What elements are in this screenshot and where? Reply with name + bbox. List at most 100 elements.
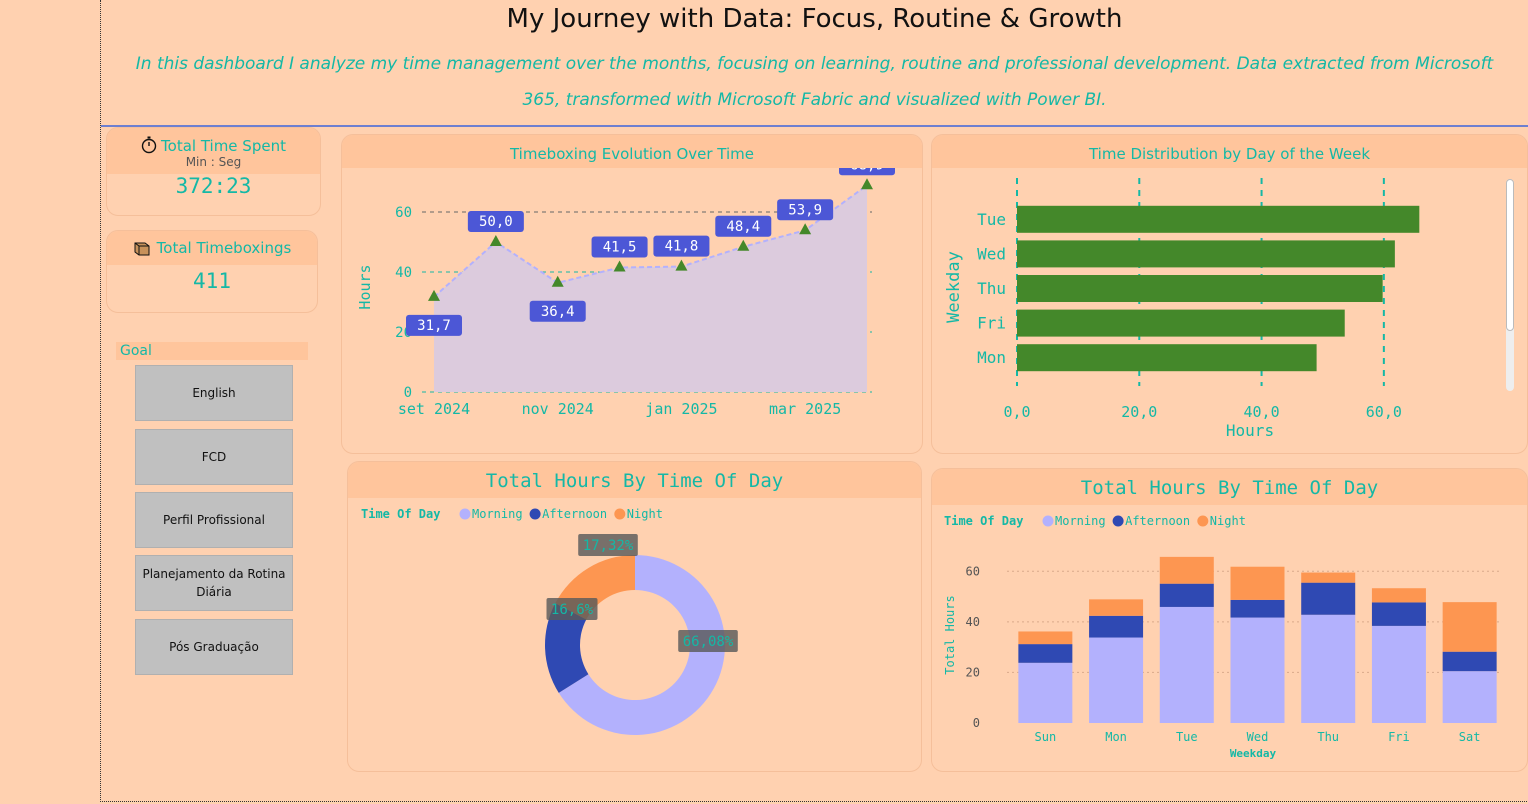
- category-label: Fri: [977, 314, 1006, 333]
- timeboxing-chart-title: Timeboxing Evolution Over Time: [342, 135, 922, 168]
- kpi-time-spent-value: 372:23: [175, 174, 252, 198]
- bar-segment: [1159, 556, 1214, 584]
- data-point: [613, 260, 626, 272]
- x-tick-label: 40,0: [1244, 403, 1280, 421]
- data-point: [675, 259, 688, 271]
- category-label: Mon: [977, 348, 1006, 367]
- data-label: 17,32%: [583, 538, 634, 554]
- x-tick-label: Sun: [1035, 730, 1057, 744]
- bar-segment: [1159, 606, 1214, 723]
- data-label-box: [529, 300, 586, 322]
- timeboxing-chart-card[interactable]: Timeboxing Evolution Over Time 0 20 40 60 31…: [341, 134, 923, 454]
- x-tick-label: mar 2025: [769, 400, 841, 418]
- donut-chart-card[interactable]: Total Hours By Time Of Day Time Of Day Mo…: [347, 461, 922, 772]
- bar-segment: [1371, 602, 1426, 626]
- category-label: Thu: [977, 279, 1006, 298]
- kpi-time-spent-card[interactable]: Total Time Spent Min : Seg 372:23: [106, 127, 321, 216]
- data-label: 53,9: [788, 202, 822, 218]
- legend-item: Night: [627, 507, 663, 521]
- stacked-bar-chart: Time Of Day Morning Afternoon Night 0 20 40 60 S…: [943, 514, 1502, 760]
- x-tick-label: Fri: [1388, 730, 1410, 744]
- data-label: 31,7: [417, 318, 451, 334]
- x-tick-label: nov 2024: [522, 400, 594, 418]
- x-tick-label: 0,0: [1003, 403, 1030, 421]
- weekday-chart-scrollbar-thumb[interactable]: [1506, 179, 1514, 331]
- donut-chart-title: Total Hours By Time Of Day: [348, 462, 921, 498]
- weekday-chart-card[interactable]: Time Distribution by Day of the Week 0,0…: [931, 134, 1528, 454]
- x-tick-label: Tue: [1176, 730, 1198, 744]
- kpi-time-spent-header: Total Time Spent: [107, 136, 320, 155]
- data-label: 48,4: [726, 219, 760, 235]
- bar-segment: [1159, 583, 1214, 607]
- category-label: Wed: [977, 244, 1006, 263]
- x-tick-label: 60,0: [1366, 403, 1402, 421]
- legend-item: Afternoon: [542, 507, 607, 521]
- y-tick-label: 0: [404, 385, 412, 401]
- bar-segment: [1442, 671, 1497, 723]
- bar-segment: [1301, 572, 1356, 583]
- donut-slice: [558, 555, 725, 735]
- legend-title: Time Of Day: [944, 514, 1023, 528]
- x-tick-label: Thu: [1317, 730, 1339, 744]
- donut-slice: [545, 603, 589, 693]
- page-title: My Journey with Data: Focus, Routine & G…: [506, 4, 1123, 34]
- bar-segment: [1018, 644, 1073, 663]
- data-label-box: [546, 598, 598, 620]
- kpi-timeboxings-label: Total Timeboxings: [156, 239, 292, 257]
- x-tick-label: Sat: [1459, 730, 1481, 744]
- y-axis-label: Hours: [356, 264, 374, 309]
- stopwatch-icon: [141, 136, 157, 154]
- header: My Journey with Data: Focus, Routine & G…: [101, 0, 1528, 127]
- page-frame: [100, 0, 1527, 802]
- x-tick-label: jan 2025: [645, 400, 717, 418]
- y-tick-label: 40: [395, 265, 412, 281]
- bar-segment: [1018, 662, 1073, 723]
- data-label-box: [839, 168, 895, 176]
- goal-option-fcd[interactable]: FCD: [135, 429, 293, 485]
- bar: [1017, 240, 1395, 268]
- stacked-chart-card[interactable]: Total Hours By Time Of Day Time Of Day Mo…: [931, 468, 1528, 772]
- data-label: 16,6%: [551, 602, 594, 618]
- bar-segment: [1442, 651, 1497, 672]
- y-tick-label: 60: [966, 564, 980, 578]
- weekday-chart-scrollbar[interactable]: [1506, 179, 1514, 391]
- page-subtitle: In this dashboard I analyze my time mana…: [135, 54, 1494, 110]
- kpi-timeboxings-card[interactable]: Total Timeboxings 411: [106, 230, 318, 313]
- goal-option-planejamento[interactable]: Planejamento da Rotina Diária: [135, 555, 293, 611]
- legend-item: Morning: [1055, 514, 1106, 528]
- legend-item: Morning: [472, 507, 523, 521]
- series-line: [433, 184, 868, 298]
- bar-segment: [1442, 602, 1497, 652]
- weekday-bar-chart: 0,0 20,0 40,0 60,0 Tue Wed Thu Fri Mon Hours Weekd…: [944, 178, 1420, 440]
- donut-chart: Time Of Day Morning Afternoon Night 66,08% 16…: [361, 507, 738, 735]
- data-label: 68,9: [850, 168, 884, 173]
- data-label: 41,5: [603, 240, 637, 256]
- bar-segment: [1371, 625, 1426, 723]
- bar-segment: [1089, 637, 1144, 723]
- legend-swatch: [459, 508, 471, 520]
- goal-slicer-label: Goal: [116, 342, 308, 360]
- kpi-time-spent-sub: Min : Seg: [185, 155, 242, 169]
- goal-option-perfil-profissional[interactable]: Perfil Profissional: [135, 492, 293, 548]
- legend-title: Time Of Day: [361, 507, 440, 521]
- bar-segment: [1301, 582, 1356, 615]
- x-axis-label: Weekday: [1230, 747, 1277, 760]
- goal-option-pos-graduacao[interactable]: Pós Graduação: [135, 619, 293, 675]
- data-label-box: [467, 211, 524, 232]
- data-point: [737, 239, 750, 251]
- bar-segment: [1371, 588, 1426, 603]
- legend-swatch: [614, 508, 626, 520]
- kpi-timeboxings-header: Total Timeboxings: [107, 239, 317, 257]
- legend-swatch: [1197, 515, 1209, 527]
- bar-segment: [1018, 631, 1073, 645]
- bar: [1017, 309, 1345, 337]
- data-label-box: [715, 215, 772, 237]
- goal-option-english[interactable]: English: [135, 365, 293, 421]
- legend-item: Night: [1210, 514, 1246, 528]
- data-label-box: [406, 314, 462, 336]
- y-axis-label: Weekday: [944, 251, 964, 323]
- weekday-chart-title: Time Distribution by Day of the Week: [932, 135, 1527, 168]
- legend-swatch: [1112, 515, 1124, 527]
- stacked-chart-title: Total Hours By Time Of Day: [932, 469, 1527, 505]
- x-axis-label: Hours: [1226, 421, 1274, 440]
